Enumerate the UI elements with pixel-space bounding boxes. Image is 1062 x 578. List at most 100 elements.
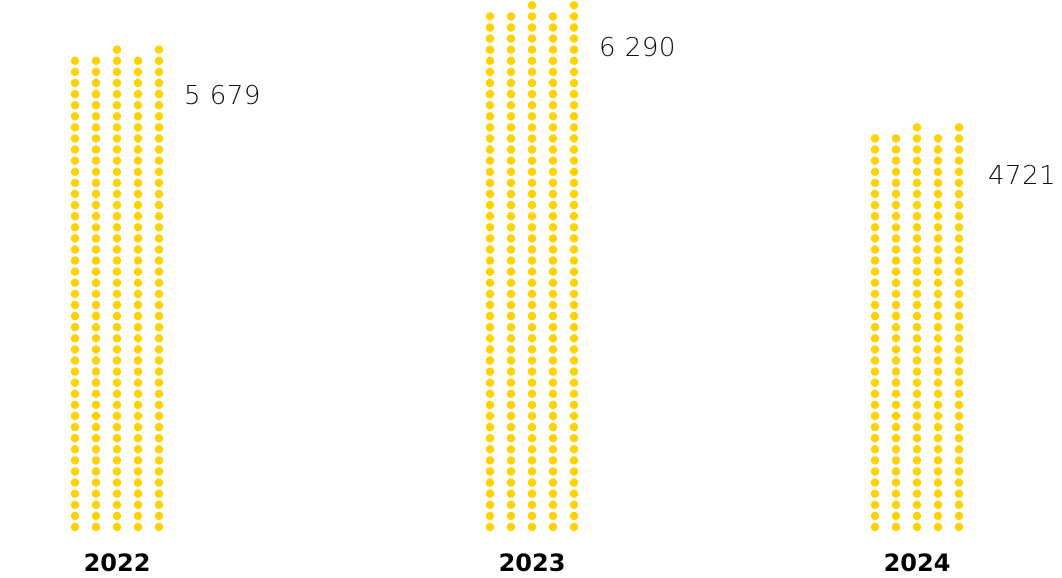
category-label-2022: 2022 (84, 549, 151, 577)
dot (933, 323, 943, 332)
dot (954, 234, 964, 243)
dot (548, 323, 558, 332)
dot (548, 45, 558, 54)
dot (933, 156, 943, 165)
dot (485, 45, 495, 54)
dot (954, 478, 964, 487)
dot (891, 267, 901, 276)
dot (933, 200, 943, 210)
dot (133, 478, 143, 487)
dot (485, 445, 495, 454)
dot (154, 522, 164, 532)
dot (569, 345, 579, 354)
dot (154, 456, 164, 465)
dot (548, 378, 558, 387)
dot (506, 489, 516, 498)
dot (933, 134, 943, 143)
dot (133, 323, 143, 332)
dot (527, 345, 537, 354)
dot (527, 489, 537, 498)
dot (485, 156, 495, 165)
dot (891, 445, 901, 454)
dot (91, 500, 101, 509)
dot (112, 167, 122, 176)
dot (112, 245, 122, 254)
dot (548, 489, 558, 498)
dot (506, 101, 516, 110)
dot (133, 289, 143, 299)
dot (112, 178, 122, 188)
dot (506, 200, 516, 210)
dot (154, 200, 164, 210)
dot (91, 156, 101, 165)
dot (569, 12, 579, 21)
dot (485, 389, 495, 398)
dot (70, 356, 80, 365)
dot (933, 167, 943, 176)
dot (112, 400, 122, 410)
dot (870, 311, 880, 321)
dot (569, 289, 579, 299)
dot (870, 156, 880, 165)
dot (954, 422, 964, 432)
dot (954, 156, 964, 165)
dot (70, 323, 80, 332)
dot (870, 167, 880, 176)
dot (133, 489, 143, 498)
dot (112, 200, 122, 210)
dot (154, 323, 164, 332)
dot (569, 245, 579, 254)
dot (548, 522, 558, 532)
dot (506, 378, 516, 387)
dot (112, 112, 122, 121)
dot (912, 456, 922, 465)
dot (954, 400, 964, 410)
dot (133, 367, 143, 376)
dot (912, 167, 922, 176)
category-label-2024: 2024 (884, 549, 951, 577)
dot (933, 389, 943, 398)
dot (912, 467, 922, 476)
dot (912, 478, 922, 487)
dot (91, 112, 101, 121)
dot (133, 67, 143, 77)
dot (933, 256, 943, 265)
dot (91, 467, 101, 476)
dot (527, 212, 537, 221)
dot (954, 145, 964, 154)
dot (933, 489, 943, 498)
dot (569, 56, 579, 65)
dot (954, 267, 964, 276)
dot (548, 12, 558, 21)
dot (933, 511, 943, 521)
dot (91, 56, 101, 65)
dot (870, 356, 880, 365)
dot (506, 434, 516, 443)
dot (527, 189, 537, 199)
dot (133, 245, 143, 254)
dot (933, 234, 943, 243)
value-label-2022: 5 679 (184, 81, 261, 111)
dot (112, 145, 122, 154)
dot (485, 411, 495, 421)
dot (70, 245, 80, 254)
dot (91, 78, 101, 88)
dot (506, 45, 516, 54)
dot (70, 212, 80, 221)
dot (112, 445, 122, 454)
dot (933, 300, 943, 310)
dot (506, 456, 516, 465)
dot (933, 378, 943, 387)
dot (506, 67, 516, 77)
dot (891, 234, 901, 243)
dot (506, 212, 516, 221)
dot (548, 500, 558, 509)
dot (112, 422, 122, 432)
dot (527, 178, 537, 188)
dot (527, 311, 537, 321)
dot (70, 478, 80, 487)
dot (870, 234, 880, 243)
dot (133, 123, 143, 132)
dot (506, 78, 516, 88)
dot (70, 123, 80, 132)
